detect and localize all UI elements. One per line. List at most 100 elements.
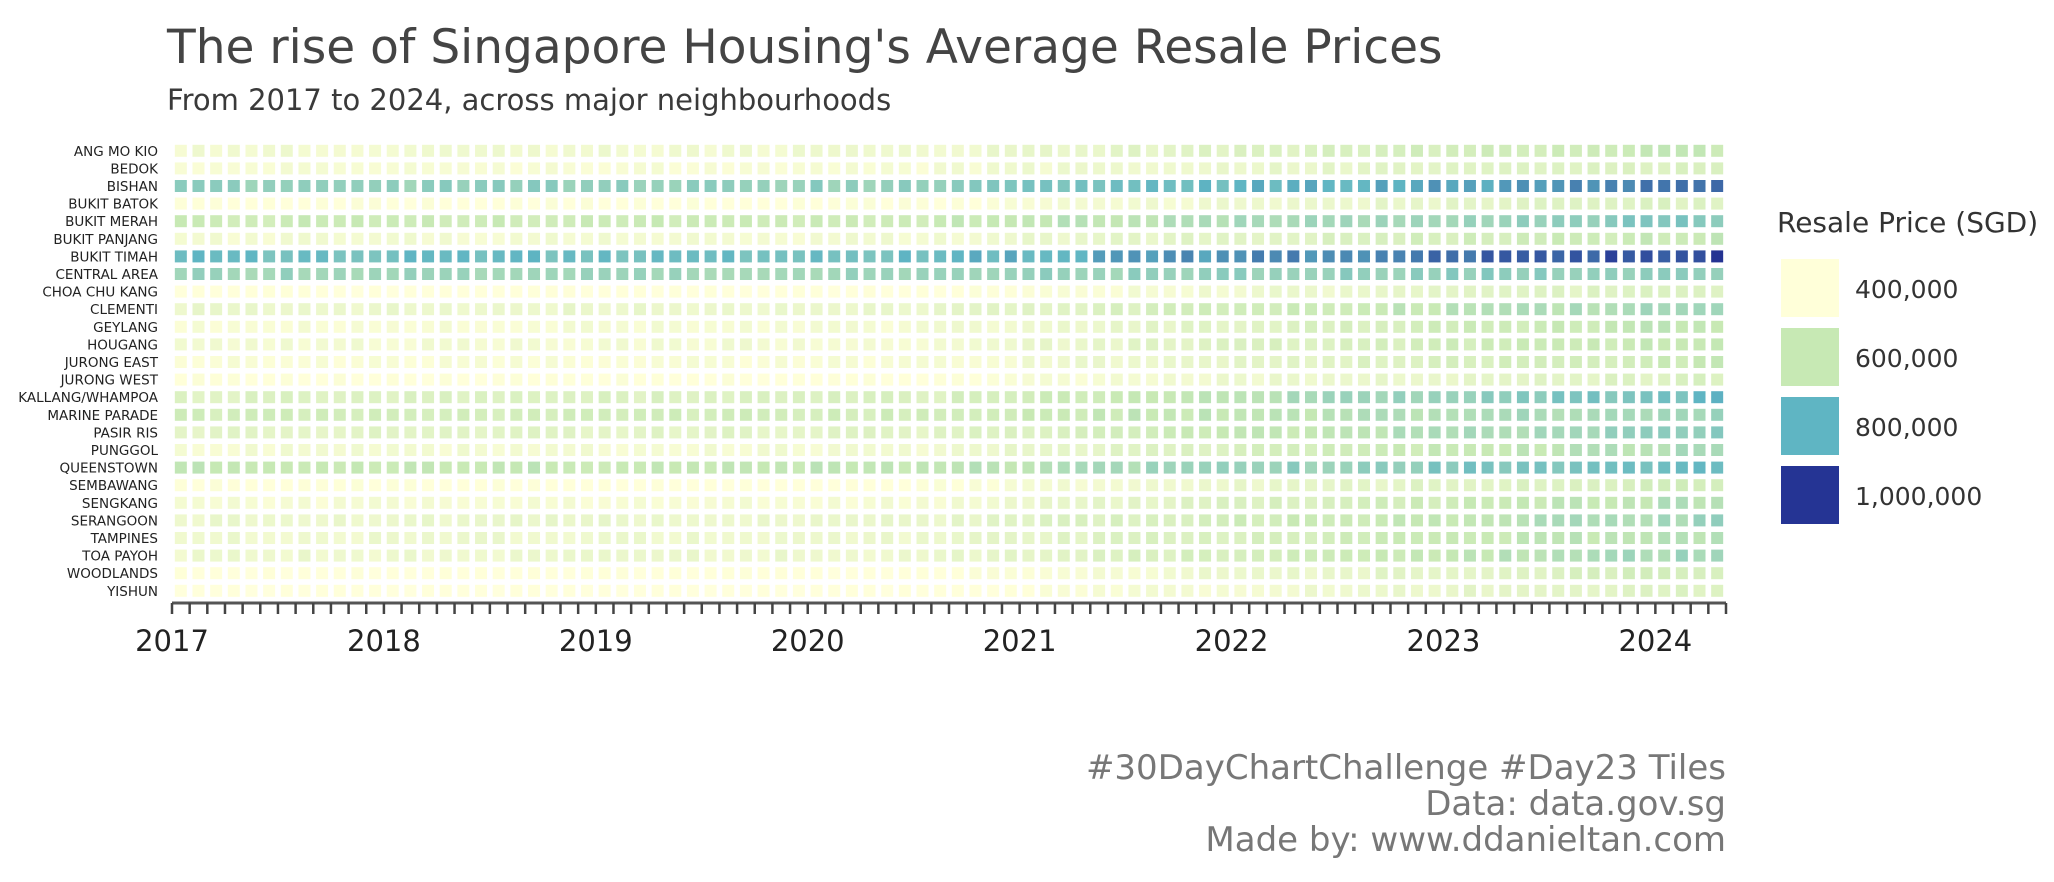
tile [1269,567,1282,580]
tile [1234,426,1247,439]
tile [1269,461,1282,474]
tile [475,567,488,580]
legend-swatch [1781,397,1839,455]
tile [386,338,399,351]
tile [651,496,664,509]
tile [1075,444,1088,456]
tile [227,584,240,597]
tile [386,232,399,245]
tile [704,408,717,421]
tile [316,144,329,157]
tile [881,549,894,562]
tile [1675,232,1688,245]
tile [1499,373,1512,386]
tile [1128,549,1141,562]
tile [1357,180,1370,192]
tile [722,444,735,456]
tile [386,215,399,228]
tile [492,514,505,527]
tile [951,391,964,404]
tile [1287,338,1300,351]
tile [1446,408,1459,421]
tile [1040,426,1053,439]
tile [439,532,452,544]
tile [210,338,223,351]
tile [1340,285,1353,298]
tile [1446,426,1459,439]
tile [1093,162,1106,175]
tile [1040,444,1053,456]
tile [704,232,717,245]
tile [227,514,240,527]
tile [987,532,1000,544]
tile [1605,532,1618,544]
tile [1622,162,1635,175]
tile [439,496,452,509]
tile [1393,479,1406,492]
tile [1658,303,1671,316]
tile [1481,268,1494,280]
tile [1675,268,1688,280]
tile [598,584,611,597]
tile [1163,426,1176,439]
tile [1252,144,1265,157]
tile [863,549,876,562]
tile [792,479,805,492]
tile [1552,338,1565,351]
tile [739,250,752,263]
tile [1004,356,1017,368]
tile [528,250,541,263]
tile [633,496,646,509]
tile [669,408,682,421]
tile [280,496,293,509]
tile [916,162,929,175]
tile [916,338,929,351]
tile [616,180,629,192]
tile [1622,514,1635,527]
tile [1252,232,1265,245]
tile [1216,373,1229,386]
tile [828,426,841,439]
tile [298,232,311,245]
tile [1711,549,1724,562]
tile [245,567,258,580]
tile [1216,232,1229,245]
tile [1357,250,1370,263]
tile [1305,514,1318,527]
tile [316,479,329,492]
tile [1410,144,1423,157]
tile [722,144,735,157]
tile [563,250,576,263]
tile [704,144,717,157]
tile [1004,391,1017,404]
tile [298,373,311,386]
tile [1181,162,1194,175]
tile [457,268,470,280]
tile [1675,162,1688,175]
tile [227,303,240,316]
tile [174,373,187,386]
tile [1322,532,1335,544]
tile [386,408,399,421]
tile [1640,303,1653,316]
tile [669,426,682,439]
tile [633,268,646,280]
tile [1216,180,1229,192]
legend-swatch [1781,328,1839,386]
tile [1322,391,1335,404]
tile [739,567,752,580]
tile [951,496,964,509]
tile [686,162,699,175]
tile [1446,268,1459,280]
tile [263,584,276,597]
x-tick-label: 2019 [559,624,633,658]
tile [1640,162,1653,175]
tile [492,391,505,404]
tile [704,162,717,175]
tile [1305,144,1318,157]
tile [863,532,876,544]
tile [1252,180,1265,192]
tile [404,549,417,562]
tile [1428,338,1441,351]
tile [298,285,311,298]
